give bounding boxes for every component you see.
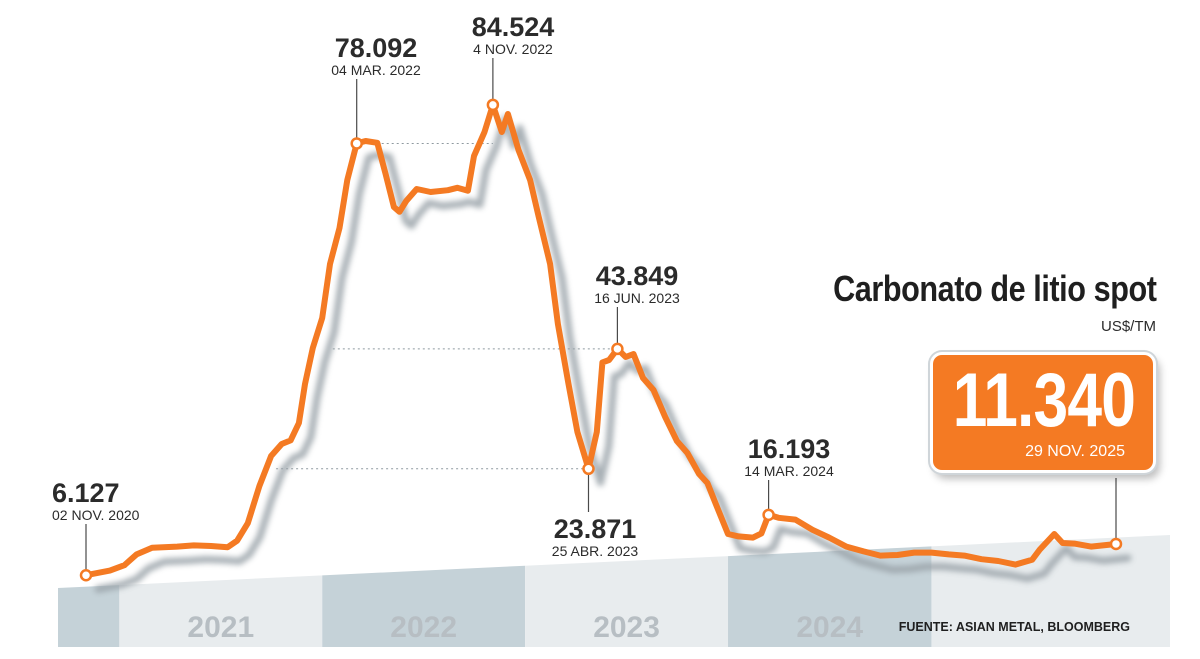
- annotation-marker: [79, 568, 93, 582]
- current-price-value: 11.340: [952, 358, 1136, 443]
- point-markers: [79, 98, 1123, 582]
- annotation-date: 02 NOV. 2020: [52, 507, 140, 523]
- year-label: 2022: [390, 611, 457, 644]
- year-label: 2021: [187, 611, 254, 644]
- year-band: [322, 565, 526, 647]
- guide-lines: [276, 142, 618, 470]
- annotation-value: 78.092: [335, 33, 418, 63]
- price-line-shadow: [94, 115, 1132, 593]
- annotation-marker: [350, 137, 363, 150]
- annotation-date: 14 MAR. 2024: [744, 463, 834, 479]
- year-band: [728, 546, 932, 647]
- annotation-value: 43.849: [596, 261, 679, 291]
- annotation-marker: [486, 98, 500, 112]
- chart-unit: US$/TM: [1100, 318, 1156, 335]
- current-marker: [1109, 537, 1123, 551]
- year-label: 2024: [796, 611, 863, 644]
- annotation-date: 04 MAR. 2022: [331, 62, 421, 78]
- annotation-date: 25 ABR. 2023: [552, 543, 639, 559]
- year-band: [525, 556, 729, 647]
- chart-title: Carbonato de litio spot: [832, 268, 1157, 309]
- annotation-date: 16 JUN. 2023: [594, 290, 680, 306]
- annotation-date: 4 NOV. 2022: [473, 41, 553, 57]
- annotation-marker: [611, 342, 624, 356]
- annotation-marker: [762, 508, 775, 522]
- year-band: [58, 585, 120, 647]
- price-line: [83, 101, 1119, 579]
- annotation-value: 16.193: [748, 434, 831, 464]
- annotation-value: 84.524: [472, 12, 555, 42]
- annotation-value: 6.127: [52, 478, 120, 508]
- year-label: 2023: [593, 611, 660, 644]
- year-axis-labels: 2021 2022 2023 2024: [187, 611, 863, 644]
- source-note: FUENTE: ASIAN METAL, BLOOMBERG: [899, 620, 1130, 634]
- annotation-pointers: [85, 58, 1117, 576]
- annotation-marker: [582, 462, 595, 476]
- year-band: [119, 575, 323, 647]
- current-price-box: 11.340 29 NOV. 2025: [930, 352, 1156, 473]
- current-price-date: 29 NOV. 2025: [1025, 443, 1125, 460]
- annotation-value: 23.871: [554, 514, 637, 544]
